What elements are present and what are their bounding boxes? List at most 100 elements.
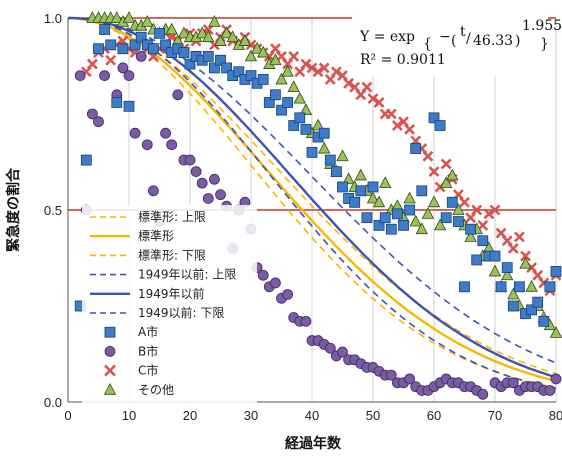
point-s1-8 <box>129 127 141 139</box>
point-s0-49 <box>379 212 391 224</box>
legend-item-8: C市 <box>104 363 158 378</box>
legend-item-1: 標準形 <box>90 228 174 243</box>
point-s3-27 <box>250 41 264 54</box>
point-s0-59 <box>446 196 458 208</box>
point-s2-70-b <box>507 242 519 254</box>
point-s0-35 <box>294 112 306 124</box>
point-s2-59-b <box>440 158 452 170</box>
point-s1-13 <box>160 127 172 139</box>
point-s1-31 <box>269 277 281 289</box>
point-s2-66-b <box>483 208 495 220</box>
point-s2-66 <box>483 208 495 220</box>
point-s0-68 <box>501 262 513 274</box>
point-s2-41-b <box>330 66 342 78</box>
x-tick-30: 30 <box>244 408 258 423</box>
point-s2-74-b <box>532 269 544 281</box>
point-s1-9 <box>135 51 147 62</box>
point-s0-58 <box>440 212 452 224</box>
legend-item-3: 1949年以前: 上限 <box>90 267 236 282</box>
point-s0-62 <box>465 223 477 235</box>
equation-background <box>352 14 548 76</box>
point-s1-14 <box>166 139 178 151</box>
point-s2-71 <box>513 231 525 243</box>
point-s0-42 <box>337 181 348 193</box>
point-s2-69-b <box>501 235 513 247</box>
legend-item-0: 標準形: 上限 <box>90 209 206 224</box>
point-s2-37-b <box>306 62 318 74</box>
point-s3-35 <box>299 103 313 116</box>
point-s0-56 <box>428 112 440 124</box>
point-s3-66 <box>488 264 502 277</box>
legend-item-4: 1949年以前 <box>90 286 205 301</box>
legend-label-1: 標準形 <box>138 228 174 243</box>
point-s2-50-b <box>385 108 397 120</box>
point-s2-4 <box>105 54 117 66</box>
point-s3-38 <box>318 141 331 154</box>
point-s3-57 <box>433 218 447 231</box>
x-tick-60: 60 <box>427 408 441 423</box>
point-s0-22 <box>215 54 226 66</box>
point-s2-34-b <box>288 50 300 62</box>
legend-label-6: A市 <box>138 324 158 339</box>
point-s0-72 <box>526 304 537 316</box>
point-s2-38-b <box>312 66 324 78</box>
point-s0-51 <box>391 208 403 220</box>
point-s0-76 <box>550 266 562 277</box>
point-s3-58 <box>440 176 453 189</box>
point-s3-42 <box>342 172 355 185</box>
x-tick-0: 0 <box>64 408 71 423</box>
point-s3-26 <box>244 49 258 62</box>
point-s3-13 <box>165 22 178 35</box>
point-s3-34 <box>293 91 306 104</box>
point-s3-15 <box>177 26 191 39</box>
point-s0-2 <box>93 43 104 55</box>
point-s0-75 <box>544 281 556 293</box>
series-1 <box>74 51 562 400</box>
point-s1-33 <box>282 289 294 300</box>
legend-label-9: その他 <box>138 383 174 397</box>
point-s1-40 <box>324 342 336 354</box>
legend-item-7: B市 <box>104 343 158 358</box>
point-s0-55 <box>416 185 428 197</box>
point-s2-75-b <box>538 277 550 289</box>
point-s1-20 <box>202 193 214 204</box>
point-s3-21 <box>214 34 227 46</box>
point-s2-46-b <box>361 81 373 93</box>
point-s3-44 <box>354 168 367 181</box>
point-s3-69 <box>507 287 520 300</box>
point-s3-9 <box>141 14 154 27</box>
point-s0-9 <box>135 31 147 43</box>
point-s2-64-b <box>471 204 483 216</box>
point-s2-48-b <box>373 97 385 108</box>
point-s2-44-b <box>349 81 361 93</box>
equation-paren-right: ) <box>515 33 520 49</box>
x-axis-label: 経過年数 <box>285 435 342 452</box>
point-s1-69 <box>507 377 519 389</box>
point-s2-57 <box>428 166 440 178</box>
point-s2-72-b <box>520 250 531 262</box>
point-s1-6 <box>117 62 129 74</box>
y-axis-label: 緊急度の割合 <box>5 167 22 252</box>
point-s0-73 <box>532 296 544 308</box>
point-s0-17 <box>184 58 196 70</box>
point-s2-73-b <box>526 262 538 274</box>
point-s0-8 <box>129 39 141 51</box>
point-s0-53 <box>404 204 416 216</box>
y-tick-0.5: 0.5 <box>44 203 62 218</box>
equation-brace-right: } <box>540 36 549 52</box>
legend-swatch-8 <box>104 364 116 377</box>
equation-lhs: Y = exp <box>359 29 415 45</box>
x-tick-40: 40 <box>305 408 319 423</box>
point-s2-68-b <box>495 227 507 239</box>
point-s3-19 <box>202 30 215 43</box>
equation-minus: − <box>439 29 451 45</box>
point-s0-16 <box>178 47 190 58</box>
point-s0-74 <box>538 315 550 327</box>
point-s2-51-b <box>391 120 403 131</box>
point-s1-18 <box>190 166 202 178</box>
point-s0-64 <box>477 235 489 247</box>
point-s0-27 <box>245 70 257 81</box>
point-s0-32 <box>276 104 287 116</box>
equation-exponent: 1.955 <box>522 18 562 34</box>
